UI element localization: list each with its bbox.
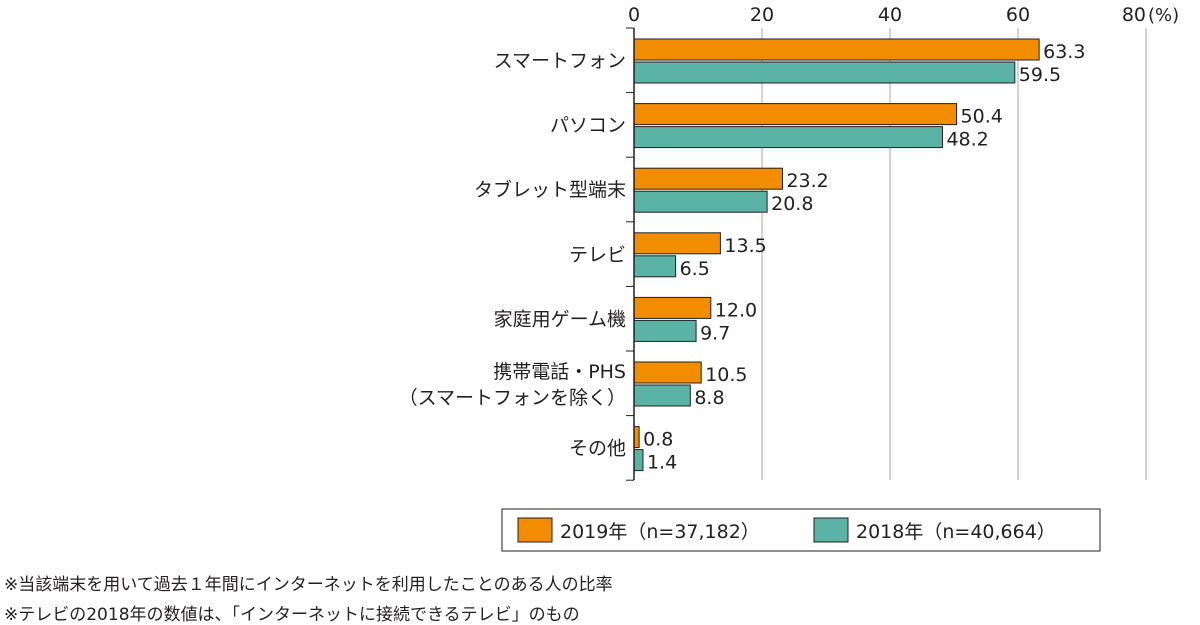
bar-2018 <box>633 255 677 278</box>
bar-2018 <box>633 126 943 149</box>
data-label-2018: 48.2 <box>946 129 988 151</box>
category-label: タブレット型端末 <box>474 178 626 201</box>
bar-2019 <box>633 361 702 384</box>
data-label-2018: 6.5 <box>680 258 710 280</box>
data-label-2019: 0.8 <box>643 429 673 451</box>
bar-2019 <box>633 426 640 449</box>
x-tick-label: 20 <box>750 4 774 26</box>
data-label-2018: 1.4 <box>647 452 677 474</box>
data-label-2018: 8.8 <box>694 387 724 409</box>
legend-label-2019: 2019年（n=37,182） <box>560 521 760 543</box>
category-label: パソコン <box>550 115 626 137</box>
category-label: その他 <box>569 438 626 460</box>
legend-box <box>501 508 1101 552</box>
data-label-2018: 20.8 <box>771 193 813 215</box>
data-label-2019: 63.3 <box>1043 41 1085 63</box>
data-label-2018: 9.7 <box>700 322 730 344</box>
category-label: テレビ <box>569 244 626 266</box>
bar-2019 <box>633 103 958 126</box>
bar-2018 <box>633 61 1016 84</box>
category-label: （スマートフォンを除く） <box>399 387 626 409</box>
bar-2018 <box>633 319 697 342</box>
legend: 2019年（n=37,182） 2018年（n=40,664） <box>501 508 1101 552</box>
footnote-1: ※当該端末を用いて過去１年間にインターネットを利用したことのある人の比率 <box>4 575 613 595</box>
legend-swatch-2019 <box>517 517 553 543</box>
bar-2019 <box>633 167 783 190</box>
x-tick-label: 40 <box>878 4 902 26</box>
category-label: 携帯電話・PHS <box>493 361 626 383</box>
data-label-2019: 10.5 <box>705 364 747 386</box>
legend-swatch-2018 <box>813 517 849 543</box>
bar-2019 <box>633 232 721 255</box>
bar-2019 <box>633 38 1040 61</box>
category-label: スマートフォン <box>494 50 626 72</box>
x-tick-label: 80 <box>1122 4 1146 26</box>
bar-2019 <box>633 296 712 319</box>
x-tick-label: 0 <box>628 4 640 26</box>
footnote-2: ※テレビの2018年の数値は、「インターネットに接続できるテレビ」のもの <box>4 605 580 625</box>
data-label-2019: 23.2 <box>786 170 828 192</box>
bar-2018 <box>633 190 768 213</box>
legend-label-2018: 2018年（n=40,664） <box>856 521 1056 543</box>
category-label: 家庭用ゲーム機 <box>494 308 626 330</box>
data-label-2019: 13.5 <box>724 235 766 257</box>
data-label-2018: 59.5 <box>1019 64 1061 86</box>
data-label-2019: 50.4 <box>961 106 1003 128</box>
bar-2018 <box>633 449 644 472</box>
x-tick-label: 60 <box>1006 4 1030 26</box>
x-axis-unit: (%) <box>1148 5 1179 26</box>
bar-2018 <box>633 384 691 407</box>
data-label-2019: 12.0 <box>715 299 757 321</box>
